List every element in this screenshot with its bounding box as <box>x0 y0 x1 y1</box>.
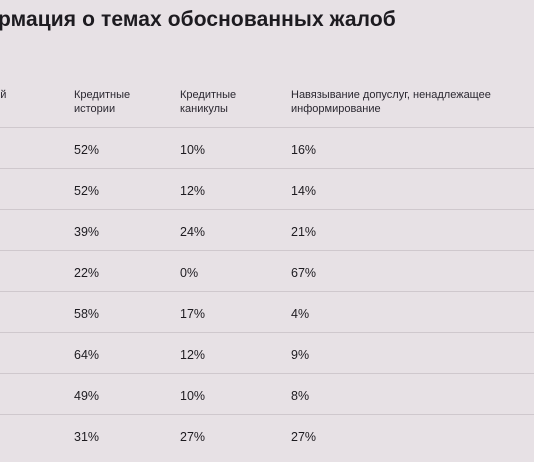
imposing-services-cell: 67% <box>291 266 317 280</box>
credit-history-cell: 39% <box>74 225 100 239</box>
column-header-imposing-services: Навязывание допуслуг, ненадлежащее инфор… <box>291 89 491 115</box>
credit-holidays-cell: 17% <box>180 307 206 321</box>
column-header-credit-holidays: Кредитные каникулы <box>180 89 237 115</box>
imposing-services-cell: 14% <box>291 184 317 198</box>
table-row: 22% 0% 67% <box>0 250 534 291</box>
imposing-services-cell: 16% <box>291 143 317 157</box>
credit-history-cell: 49% <box>74 389 100 403</box>
credit-history-cell: 22% <box>74 266 100 280</box>
credit-holidays-cell: 27% <box>180 430 206 444</box>
table-row: 58% 17% 4% <box>0 291 534 332</box>
table-row: • 52% 12% 14% <box>0 168 534 209</box>
imposing-services-cell: 21% <box>291 225 317 239</box>
credit-holidays-cell: 24% <box>180 225 206 239</box>
imposing-services-cell: 8% <box>291 389 310 403</box>
credit-history-cell: 31% <box>74 430 100 444</box>
table-row: 64% 12% 9% <box>0 332 534 373</box>
column-header-credit-history: Кредитные истории <box>74 89 131 115</box>
table-row: 52% 10% 16% <box>0 127 534 168</box>
complaints-table: 52% 10% 16% • 52% 12% 14% • 39% 24% 21% … <box>0 127 534 455</box>
credit-history-cell: 52% <box>74 184 100 198</box>
page-title: рмация о темах обоснованных жалоб <box>0 8 396 31</box>
imposing-services-cell: 27% <box>291 430 317 444</box>
credit-holidays-cell: 12% <box>180 184 206 198</box>
table-row: 31% 27% 27% <box>0 414 534 455</box>
credit-holidays-cell: 12% <box>180 348 206 362</box>
credit-holidays-cell: 10% <box>180 389 206 403</box>
column-header-first: ной <box>0 89 7 101</box>
credit-history-cell: 58% <box>74 307 100 321</box>
credit-holidays-cell: 0% <box>180 266 199 280</box>
credit-history-cell: 64% <box>74 348 100 362</box>
credit-history-cell: 52% <box>74 143 100 157</box>
table-row: 49% 10% 8% <box>0 373 534 414</box>
table-row: • 39% 24% 21% <box>0 209 534 250</box>
imposing-services-cell: 9% <box>291 348 310 362</box>
imposing-services-cell: 4% <box>291 307 310 321</box>
credit-holidays-cell: 10% <box>180 143 206 157</box>
